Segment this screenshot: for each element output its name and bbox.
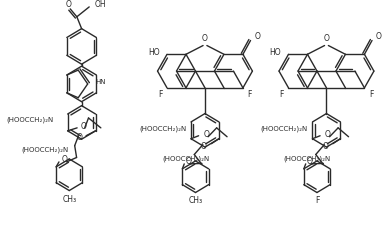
Text: O: O bbox=[62, 155, 68, 165]
Text: O: O bbox=[203, 130, 209, 139]
Text: CH₃: CH₃ bbox=[62, 195, 76, 204]
Text: O: O bbox=[201, 142, 206, 151]
Text: O: O bbox=[81, 122, 87, 131]
Text: O: O bbox=[323, 34, 329, 43]
Text: F: F bbox=[248, 90, 252, 99]
Text: (HOOCCH₂)₂N: (HOOCCH₂)₂N bbox=[260, 126, 308, 132]
Text: CH₃: CH₃ bbox=[188, 196, 203, 205]
Text: O: O bbox=[202, 34, 208, 43]
Text: O: O bbox=[325, 130, 331, 139]
Text: (HOOCCH₂)₂N: (HOOCCH₂)₂N bbox=[284, 155, 331, 162]
Text: O: O bbox=[185, 157, 191, 166]
Text: (HOOCCH₂)₂N: (HOOCCH₂)₂N bbox=[6, 117, 54, 123]
Text: O: O bbox=[307, 157, 312, 166]
Text: (HOOCCH₂)₂N: (HOOCCH₂)₂N bbox=[22, 146, 69, 153]
Text: O: O bbox=[254, 32, 260, 41]
Text: O: O bbox=[376, 32, 382, 41]
Text: (HOOCCH₂)₂N: (HOOCCH₂)₂N bbox=[162, 155, 210, 162]
Text: F: F bbox=[315, 196, 319, 205]
Text: F: F bbox=[158, 90, 162, 99]
Text: F: F bbox=[280, 90, 284, 99]
Text: HO: HO bbox=[269, 48, 281, 57]
Text: (HOOCCH₂)₂N: (HOOCCH₂)₂N bbox=[139, 126, 186, 132]
Text: O: O bbox=[76, 133, 82, 142]
Text: HO: HO bbox=[148, 48, 160, 57]
Text: HN: HN bbox=[95, 79, 106, 85]
Text: O: O bbox=[65, 0, 71, 9]
Text: O: O bbox=[322, 142, 328, 151]
Text: OH: OH bbox=[95, 0, 106, 9]
Text: F: F bbox=[369, 90, 373, 99]
